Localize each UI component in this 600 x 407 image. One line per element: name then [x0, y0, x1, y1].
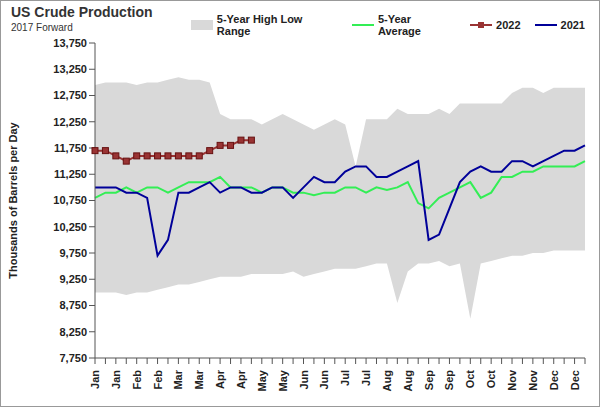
svg-text:7,750: 7,750	[59, 352, 87, 364]
html-text:US Crude Production: US Crude Production	[11, 4, 153, 20]
html-text:5-Year High Low Range: 5-Year High Low Range	[216, 13, 303, 37]
svg-text:Jun: Jun	[298, 370, 310, 390]
svg-text:10,750: 10,750	[53, 194, 87, 206]
html-text:5-Year Average: 5-Year Average	[378, 13, 421, 37]
svg-text:Jul: Jul	[360, 370, 372, 386]
svg-text:11,250: 11,250	[54, 168, 87, 180]
svg-text:Aug: Aug	[402, 370, 414, 391]
svg-text:Sep: Sep	[443, 370, 455, 390]
svg-text:11,750: 11,750	[54, 142, 87, 154]
html-text:2021: 2021	[560, 19, 585, 31]
svg-text:Dec: Dec	[569, 370, 581, 390]
svg-text:12,750: 12,750	[53, 89, 87, 101]
svg-text:May: May	[256, 369, 268, 391]
svg-text:12,250: 12,250	[53, 116, 87, 128]
svg-text:Aug: Aug	[381, 370, 393, 391]
svg-text:Nov: Nov	[527, 369, 539, 391]
svg-text:8,750: 8,750	[59, 299, 87, 311]
svg-text:Mar: Mar	[193, 369, 205, 389]
svg-text:Apr: Apr	[235, 369, 247, 389]
svg-text:Apr: Apr	[214, 369, 226, 389]
svg-text:Jan: Jan	[110, 370, 122, 389]
svg-text:13,750: 13,750	[53, 37, 87, 49]
svg-text:Nov: Nov	[506, 369, 518, 391]
svg-text:Oct: Oct	[464, 370, 476, 389]
svg-text:Jan: Jan	[89, 370, 101, 389]
svg-text:May: May	[277, 369, 289, 391]
svg-text:8,250: 8,250	[59, 326, 87, 338]
svg-text:Oct: Oct	[485, 370, 497, 389]
svg-text:9,750: 9,750	[59, 247, 87, 259]
svg-text:Feb: Feb	[152, 370, 164, 390]
svg-text:Jul: Jul	[339, 370, 351, 386]
html-text:2017 Forward: 2017 Forward	[11, 22, 73, 33]
svg-text:Mar: Mar	[172, 369, 184, 389]
svg-text:Jun: Jun	[318, 370, 330, 390]
html-text:2022: 2022	[496, 19, 521, 31]
svg-text:Sep: Sep	[423, 370, 435, 390]
svg-text:Thousands of Barrels per Day: Thousands of Barrels per Day	[8, 121, 19, 278]
svg-text:Feb: Feb	[131, 370, 143, 390]
svg-text:9,250: 9,250	[59, 273, 87, 285]
svg-text:13,250: 13,250	[53, 63, 87, 75]
svg-text:10,250: 10,250	[53, 221, 87, 233]
svg-text:Dec: Dec	[548, 370, 560, 390]
